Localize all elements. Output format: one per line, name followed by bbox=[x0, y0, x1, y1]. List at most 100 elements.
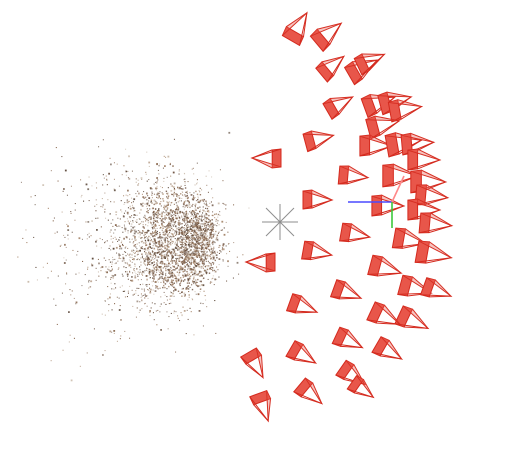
cloud-point bbox=[153, 199, 156, 202]
cloud-point bbox=[207, 239, 209, 241]
cloud-point bbox=[202, 228, 204, 230]
cloud-point bbox=[194, 244, 196, 246]
cloud-point bbox=[222, 202, 224, 204]
cloud-point bbox=[146, 192, 148, 195]
cloud-point bbox=[158, 209, 160, 211]
cloud-point bbox=[71, 290, 73, 292]
cloud-point bbox=[186, 195, 188, 197]
cloud-point bbox=[210, 249, 212, 251]
cloud-point bbox=[162, 233, 164, 236]
cloud-point bbox=[199, 237, 201, 239]
cloud-point bbox=[216, 236, 218, 238]
z-axis-line[interactable] bbox=[391, 175, 405, 203]
cloud-point bbox=[213, 248, 215, 250]
cloud-point bbox=[188, 201, 190, 203]
cloud-point bbox=[197, 278, 199, 281]
cloud-point bbox=[199, 206, 201, 208]
cloud-point bbox=[201, 232, 203, 234]
cloud-point bbox=[187, 205, 189, 207]
cloud-point bbox=[147, 229, 149, 232]
cloud-point bbox=[88, 200, 90, 202]
cloud-point bbox=[149, 216, 151, 218]
cloud-point bbox=[176, 212, 179, 215]
cloud-point bbox=[206, 248, 208, 250]
cloud-point bbox=[213, 228, 215, 230]
cloud-point bbox=[190, 194, 193, 196]
cloud-point bbox=[187, 264, 189, 266]
cloud-point bbox=[186, 260, 189, 262]
cloud-point bbox=[65, 246, 67, 248]
cloud-point bbox=[184, 184, 186, 186]
cloud-point bbox=[86, 352, 88, 354]
cloud-point bbox=[187, 206, 189, 208]
cloud-point bbox=[201, 236, 203, 238]
cloud-point bbox=[147, 225, 149, 227]
cloud-point bbox=[195, 225, 197, 227]
cloud-point bbox=[169, 211, 171, 213]
cloud-point bbox=[154, 212, 156, 214]
cloud-point bbox=[114, 229, 116, 231]
cloud-point bbox=[169, 271, 171, 273]
cloud-point bbox=[191, 242, 193, 244]
cloud-point bbox=[158, 193, 160, 195]
cloud-point bbox=[134, 255, 136, 257]
cloud-point bbox=[67, 229, 70, 231]
cloud-point bbox=[176, 247, 178, 249]
cloud-point bbox=[97, 217, 99, 219]
cloud-point bbox=[165, 217, 167, 219]
cloud-point bbox=[221, 247, 223, 249]
cloud-point bbox=[172, 210, 174, 212]
cloud-point bbox=[205, 228, 207, 230]
cloud-point bbox=[191, 239, 193, 241]
cloud-point bbox=[187, 235, 189, 237]
cloud-point bbox=[212, 248, 214, 250]
cloud-point bbox=[151, 191, 153, 193]
cloud-point bbox=[149, 208, 151, 210]
cloud-point bbox=[183, 254, 185, 256]
cloud-point bbox=[114, 303, 116, 305]
cloud-point bbox=[153, 232, 155, 234]
cloud-point bbox=[208, 214, 210, 217]
cloud-point bbox=[197, 199, 199, 201]
cloud-point bbox=[157, 212, 159, 214]
cloud-point bbox=[145, 269, 147, 271]
cloud-point bbox=[155, 214, 158, 216]
cloud-point bbox=[174, 243, 176, 245]
cloud-point bbox=[102, 206, 104, 208]
cloud-point bbox=[145, 240, 147, 242]
cloud-point bbox=[75, 303, 77, 305]
cloud-point bbox=[186, 236, 189, 239]
cloud-point bbox=[132, 252, 134, 254]
cloud-point bbox=[100, 247, 102, 249]
cloud-point bbox=[162, 243, 164, 245]
cloud-point bbox=[169, 164, 171, 166]
cloud-point bbox=[172, 225, 174, 227]
cloud-point bbox=[184, 242, 186, 244]
cloud-point bbox=[178, 195, 180, 197]
cloud-point bbox=[167, 254, 169, 257]
cloud-point bbox=[199, 224, 201, 226]
cloud-point bbox=[159, 267, 162, 270]
cloud-point bbox=[180, 266, 182, 268]
cloud-point bbox=[198, 235, 200, 237]
cloud-point bbox=[186, 229, 188, 231]
cloud-point bbox=[171, 285, 173, 287]
cloud-point bbox=[169, 229, 171, 232]
cloud-point bbox=[132, 294, 134, 296]
cloud-point bbox=[129, 207, 132, 210]
cloud-point bbox=[137, 279, 139, 281]
cloud-point bbox=[185, 287, 187, 289]
cloud-point bbox=[87, 266, 89, 268]
cloud-point bbox=[183, 262, 186, 264]
cloud-point bbox=[157, 256, 160, 258]
cloud-point bbox=[191, 221, 193, 223]
cloud-point bbox=[233, 242, 235, 244]
cloud-point bbox=[111, 331, 113, 333]
axes-gizmo[interactable] bbox=[348, 175, 405, 228]
cloud-point bbox=[168, 236, 170, 238]
cloud-point bbox=[175, 351, 177, 353]
cloud-point bbox=[171, 217, 173, 219]
cloud-point bbox=[82, 260, 84, 262]
